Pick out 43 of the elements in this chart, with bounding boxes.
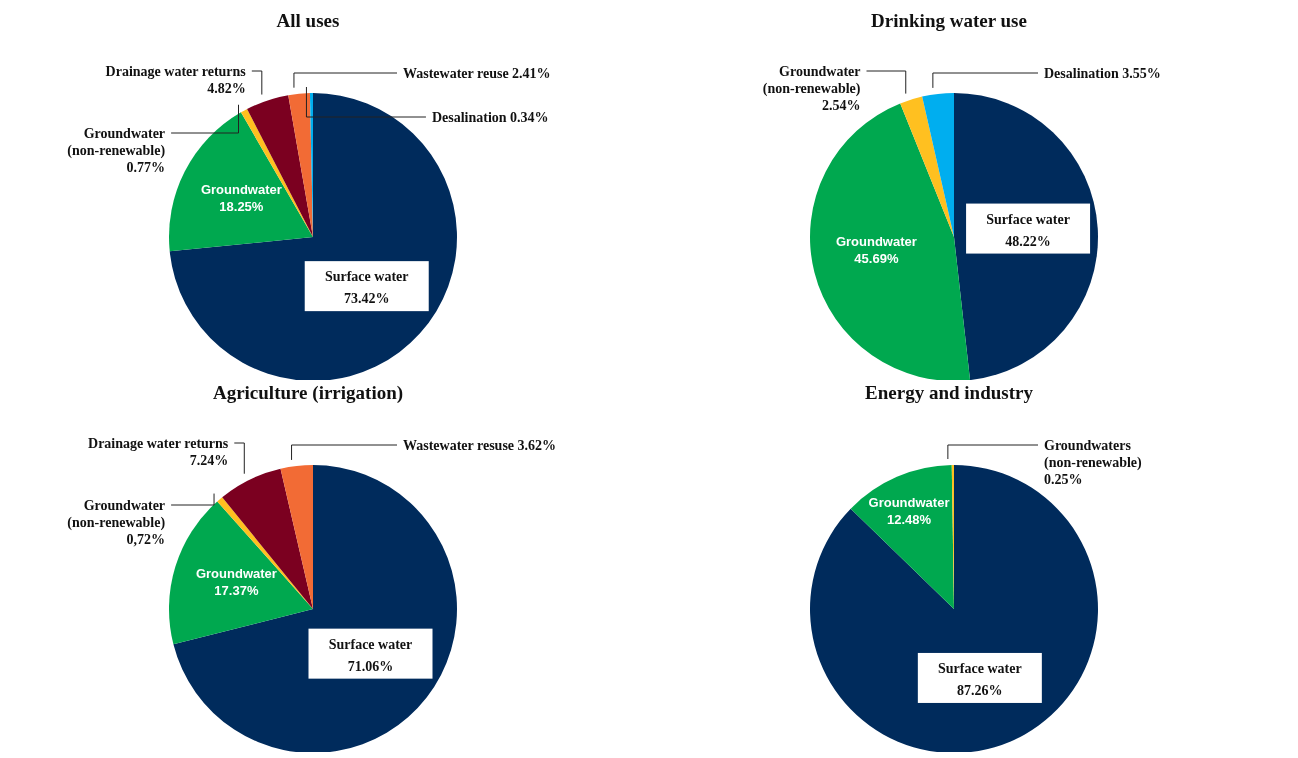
data-label: 45.69% — [854, 251, 899, 267]
data-label: 18.25% — [219, 198, 264, 214]
pie-slice — [169, 501, 313, 645]
slice-label: Desalination 0.34% — [431, 110, 549, 125]
slice-label: Groundwater (non-renewable) — [67, 498, 166, 531]
slice-label: Wastewater resuse 3.62% — [403, 438, 557, 453]
pie-slice — [288, 93, 313, 237]
data-label: 2.54% — [822, 98, 861, 113]
data-label: 12.48% — [886, 512, 932, 528]
data-label: 73.42% — [343, 291, 390, 307]
chart-title: Agriculture (irrigation) — [211, 382, 405, 404]
data-label: 0,72% — [126, 532, 166, 547]
data-label: 7.24% — [189, 453, 229, 468]
chart-title: Drinking water use — [870, 10, 1028, 32]
slice-label: Drainage water returns — [105, 64, 247, 79]
slice-label: Desalination 3.55% — [1044, 66, 1161, 81]
data-label: 4.82% — [207, 81, 246, 96]
slice-label: Groundwaters (non-renewable) — [1044, 438, 1143, 471]
pie-slice — [850, 465, 954, 609]
slice-label: Surface water — [328, 636, 413, 652]
data-label: 87.26% — [957, 682, 1003, 698]
data-label: 0.77% — [126, 160, 166, 175]
data-label: 17.37% — [214, 583, 259, 599]
slice-label: Groundwater (non-renewable) — [762, 64, 861, 97]
slice-label: Surface water — [986, 211, 1070, 227]
chart-title: All uses — [275, 10, 341, 32]
slice-label: Groundwater — [200, 181, 282, 197]
pie-slice — [922, 93, 954, 237]
pie-slice — [900, 96, 954, 237]
slice-label: Wastewater reuse 2.41% — [403, 66, 551, 81]
pie-slice — [169, 112, 313, 252]
slice-label: Drainage water returns — [88, 436, 229, 451]
data-label: 48.22% — [1005, 233, 1051, 249]
slice-label: Surface water — [324, 269, 409, 285]
data-label: 71.06% — [347, 658, 394, 674]
data-label: 0.25% — [1044, 472, 1083, 487]
slice-label: Groundwater (non-renewable) — [67, 126, 166, 159]
slice-label: Groundwater — [195, 566, 277, 582]
slice-label: Groundwater — [868, 495, 950, 511]
slice-label: Groundwater — [835, 234, 917, 250]
chart-title: Energy and industry — [864, 382, 1034, 404]
slice-label: Surface water — [938, 660, 1022, 676]
pie-slice — [280, 465, 313, 609]
